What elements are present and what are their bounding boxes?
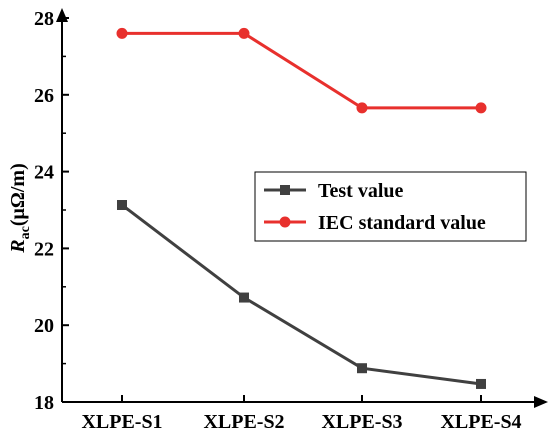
x-tick-label: XLPE-S2	[203, 411, 284, 433]
data-point-square	[357, 363, 367, 374]
legend-marker-test	[280, 185, 290, 195]
y-axis-label: Rac(μΩ/m)	[7, 163, 33, 253]
legend: Test value IEC standard value	[254, 171, 527, 242]
data-point-circle	[475, 102, 487, 114]
data-point-square	[476, 378, 486, 389]
x-tick-label: XLPE-S1	[81, 411, 162, 433]
y-tick-label: 26	[34, 85, 54, 107]
x-tick-label: XLPE-S3	[321, 411, 402, 433]
x-tick-label: XLPE-S4	[440, 411, 521, 433]
legend-box	[254, 171, 527, 242]
data-point-circle	[238, 27, 250, 39]
data-point-circle	[116, 27, 128, 39]
y-axis-arrow	[56, 8, 68, 22]
data-point-square	[117, 200, 127, 211]
y-tick-label: 20	[34, 315, 54, 337]
y-axis-label-main: R	[7, 239, 29, 253]
data-point-square	[239, 292, 249, 303]
legend-marker-iec	[279, 216, 291, 228]
x-axis-arrow	[534, 396, 548, 408]
data-point-circle	[356, 102, 368, 114]
series-layer	[116, 27, 487, 389]
series-line-2	[122, 31, 481, 110]
y-axis-label-sub: ac	[18, 226, 33, 239]
y-tick-label: 28	[34, 8, 54, 30]
y-tick-label: 24	[34, 162, 54, 184]
legend-label-iec: IEC standard value	[318, 212, 486, 234]
y-tick-label: 22	[34, 238, 54, 260]
legend-label-test: Test value	[318, 180, 404, 202]
y-tick-label: 18	[34, 392, 54, 414]
y-axis-label-unit: (μΩ/m)	[7, 163, 29, 226]
y-axis-ticks: 18 20 22 24 26 28	[34, 8, 69, 414]
series-line-1	[121, 203, 482, 386]
x-axis-ticks: XLPE-S1 XLPE-S2 XLPE-S3 XLPE-S4	[81, 395, 522, 433]
